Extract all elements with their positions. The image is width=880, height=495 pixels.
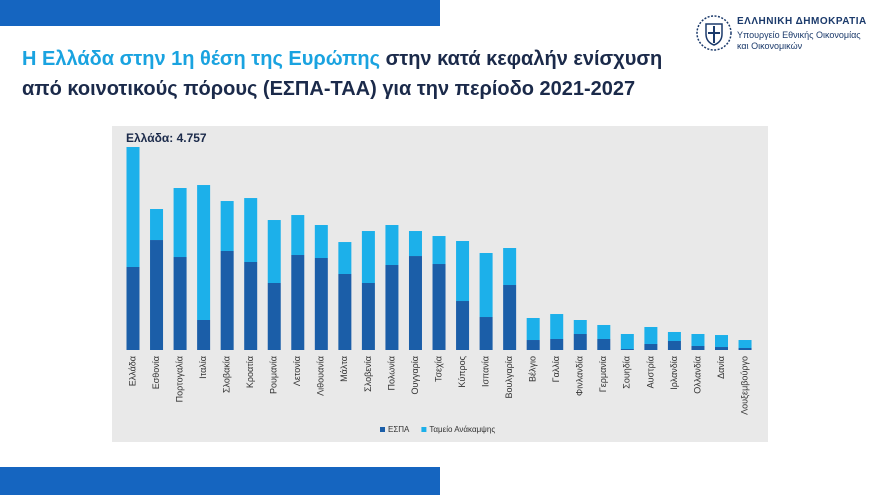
bar-segment <box>503 285 517 350</box>
bar-segment <box>361 283 375 350</box>
bar-segment <box>550 314 564 339</box>
x-tick-label: Πορτογαλία <box>174 356 184 402</box>
bar-segment <box>644 343 658 350</box>
bar-segment <box>456 301 470 350</box>
bar-segment <box>314 257 328 350</box>
bar-segment <box>244 262 258 350</box>
x-tick-label: Γαλλία <box>551 356 561 382</box>
x-tick-label: Πολωνία <box>386 356 396 390</box>
x-tick-label: Δανία <box>716 356 726 379</box>
bar-segment <box>738 340 752 348</box>
bar-segment <box>456 241 470 302</box>
emblem <box>696 15 732 51</box>
bar-segment <box>715 347 728 350</box>
bar-segment <box>573 320 587 334</box>
x-tick-label: Φινλανδία <box>575 356 585 396</box>
bar-segment <box>738 347 752 350</box>
ministry: Υπουργείο Εθνικής Οικονομίας <box>737 30 861 40</box>
bar-segment <box>408 231 422 257</box>
bar-segment <box>244 198 258 263</box>
bar-segment <box>479 317 493 350</box>
bar-segment <box>314 225 328 258</box>
bar-segment <box>715 335 728 348</box>
bar-segment <box>126 266 140 350</box>
bar-segment <box>126 147 140 267</box>
x-tick-label: Ουγγαρία <box>410 356 420 394</box>
legend-label: ΕΣΠΑ <box>388 425 410 434</box>
bar-segment <box>526 340 540 350</box>
x-tick-label: Βουλγαρία <box>504 356 514 398</box>
x-tick-label: Ιταλία <box>198 356 208 379</box>
bar-segment <box>620 349 634 350</box>
bar-segment <box>667 331 681 341</box>
title-rest: στην κατά κεφαλήν ενίσχυση <box>385 48 663 70</box>
x-tick-label: Κύπρος <box>457 355 467 387</box>
x-tick-label: Αυστρία <box>645 356 655 388</box>
x-tick-label: Σουηδία <box>622 356 632 389</box>
bar-segment <box>267 283 281 350</box>
bar-segment <box>173 257 187 350</box>
bar-segment <box>691 333 705 346</box>
bar-segment <box>526 317 540 341</box>
bar-segment <box>550 338 564 350</box>
bar-segment <box>173 188 187 258</box>
legend-label: Ταμείο Ανάκαμψης <box>429 425 495 434</box>
legend-swatch <box>421 427 427 432</box>
bar-segment <box>361 231 375 284</box>
bar-segment <box>408 256 422 350</box>
x-tick-label: Λετονία <box>292 356 302 386</box>
title-highlight: Η Ελλάδα στην 1η θέση της Ευρώπης <box>22 48 381 70</box>
x-tick-label: Ολλανδία <box>692 356 702 394</box>
x-tick-label: Ελλάδα <box>127 356 137 386</box>
bar-segment <box>503 248 517 286</box>
x-tick-label: Λουξεμβούργο <box>739 356 749 415</box>
bar-segment <box>573 333 587 350</box>
top-band <box>0 0 440 26</box>
legend-swatch <box>380 427 385 432</box>
bar-segment <box>150 209 164 241</box>
x-tick-label: Σλοβακία <box>222 356 232 393</box>
bar-segment <box>385 264 399 350</box>
bar-segment <box>667 340 681 350</box>
x-tick-label: Τσεχία <box>433 356 443 382</box>
ministry: και Οικονομικών <box>737 41 803 51</box>
x-tick-label: Σλοβενία <box>363 356 373 392</box>
bar-segment <box>597 338 611 350</box>
org-name: ΕΛΛΗΝΙΚΗ ΔΗΜΟΚΡΑΤΙΑ <box>737 16 867 27</box>
bar-segment <box>291 215 305 256</box>
x-tick-label: Ιρλανδία <box>669 356 679 390</box>
title: Η Ελλάδα στην 1η θέση της Ευρώπης στην κ… <box>22 44 662 104</box>
bar-segment <box>432 264 446 350</box>
x-tick-label: Μάλτα <box>339 356 349 382</box>
bar-segment <box>197 320 211 350</box>
x-tick-label: Ρουμανία <box>269 356 279 394</box>
title-line2: από κοινοτικούς πόρους (ΕΣΠΑ-ΤΑΑ) για τη… <box>22 78 636 100</box>
x-tick-label: Εσθονία <box>151 356 161 389</box>
x-tick-label: Κροατία <box>245 356 255 388</box>
x-tick-label: Ισπανία <box>480 356 490 387</box>
annotation: Ελλάδα: 4.757 <box>126 131 207 145</box>
bar-segment <box>197 185 211 321</box>
bar-segment <box>338 273 352 350</box>
bar-segment <box>620 333 634 350</box>
bar-segment <box>597 324 611 339</box>
bar-segment <box>432 236 446 265</box>
bar-segment <box>220 250 234 350</box>
bar-segment <box>691 345 705 350</box>
x-tick-label: Λιθουανία <box>316 356 326 396</box>
bar-segment <box>220 201 234 251</box>
bar-segment <box>267 220 281 284</box>
logo: ΕΛΛΗΝΙΚΗ ΔΗΜΟΚΡΑΤΙΑ Υπουργείο Εθνικής Οι… <box>695 14 875 54</box>
bar-segment <box>479 253 493 318</box>
bar-segment <box>291 255 305 350</box>
x-tick-label: Γερμανία <box>598 356 608 392</box>
bottom-band <box>0 467 440 495</box>
bar-segment <box>385 225 399 265</box>
bar-segment <box>644 326 658 344</box>
bar-segment <box>338 242 352 274</box>
x-tick-label: Βέλγιο <box>528 356 538 382</box>
bar-segment <box>150 240 164 350</box>
